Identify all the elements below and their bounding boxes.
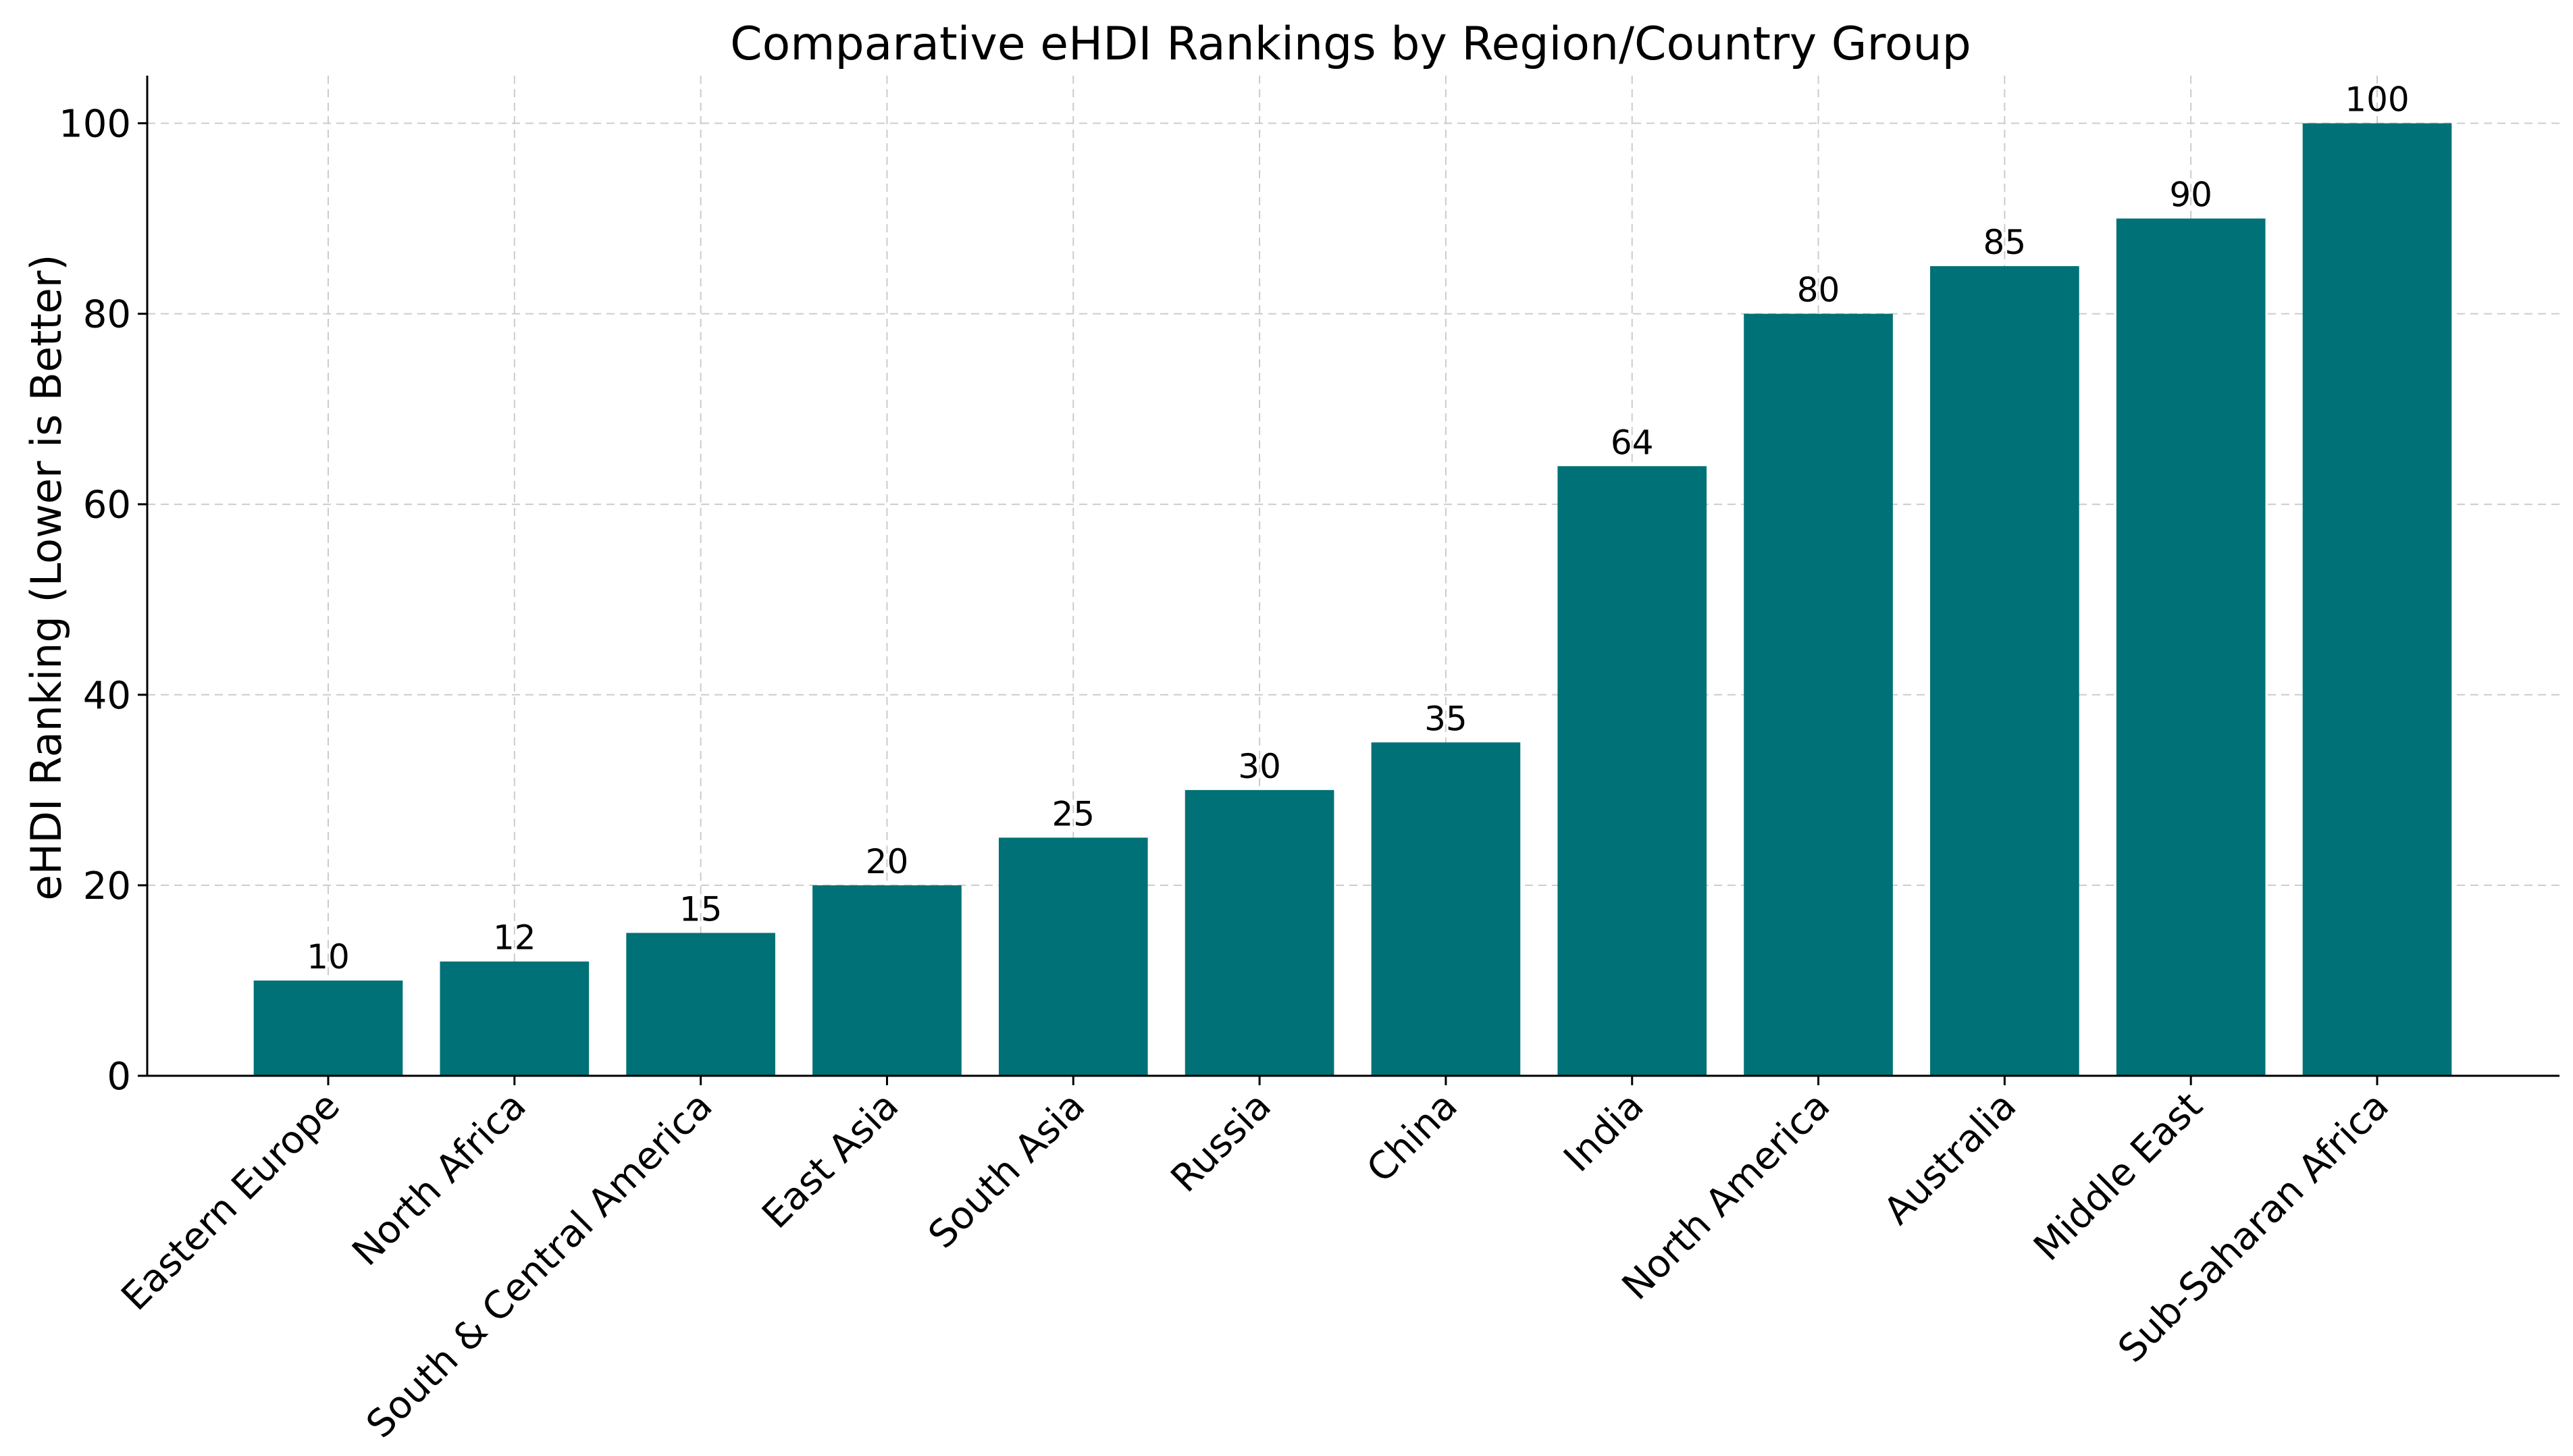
value-labels: 10 12 15 20 25 30 35 64 80 85 90 100	[307, 80, 2410, 977]
bar-value-label: 15	[679, 889, 723, 929]
bar	[2302, 123, 2452, 1076]
y-tick-label: 40	[83, 674, 131, 718]
bar	[1371, 742, 1521, 1076]
x-tick-label: Eastern Europe	[113, 1084, 348, 1319]
x-tick-label: Australia	[1875, 1084, 2025, 1233]
x-tick-label: North Africa	[344, 1084, 534, 1274]
bar	[253, 980, 403, 1076]
y-tick-label: 80	[83, 293, 131, 337]
bar-value-label: 85	[1983, 223, 2027, 262]
bar-value-label: 10	[307, 937, 350, 977]
axes	[146, 76, 2559, 1077]
y-tick-label: 0	[107, 1055, 131, 1099]
x-tick-label: South Asia	[920, 1084, 1094, 1257]
bar	[2116, 218, 2266, 1076]
bar	[812, 885, 962, 1076]
bar-value-label: 30	[1238, 747, 1281, 786]
x-tick-label: Middle East	[2025, 1084, 2211, 1270]
bar-value-label: 35	[1424, 699, 1467, 738]
bar-value-label: 64	[1611, 423, 1654, 462]
y-axis-label: eHDI Ranking (Lower is Better)	[22, 255, 71, 901]
bar	[1557, 466, 1707, 1076]
bar-value-label: 90	[2169, 176, 2212, 215]
bar-value-label: 20	[866, 842, 909, 881]
bar-value-label: 12	[493, 918, 536, 958]
bar	[1744, 313, 1893, 1076]
x-tick-label: South & Central America	[358, 1084, 721, 1447]
bar	[998, 837, 1148, 1076]
y-tick-label: 100	[59, 103, 131, 147]
y-tick-label: 20	[83, 864, 131, 908]
x-tick-label: Russia	[1163, 1084, 1280, 1201]
y-tick-label: 60	[83, 484, 131, 527]
bars	[253, 123, 2452, 1076]
bar	[1185, 789, 1334, 1076]
bar	[440, 961, 590, 1076]
bar-value-label: 25	[1051, 794, 1095, 833]
x-tick-label: India	[1555, 1084, 1652, 1180]
x-tick-label: China	[1359, 1084, 1466, 1191]
bar-value-label: 80	[1797, 271, 1840, 310]
bar-value-label: 100	[2345, 80, 2409, 120]
chart-title: Comparative eHDI Rankings by Region/Coun…	[730, 18, 1971, 71]
x-tick-label: East Asia	[754, 1084, 907, 1237]
bar	[626, 933, 775, 1076]
bar	[1930, 266, 2079, 1076]
